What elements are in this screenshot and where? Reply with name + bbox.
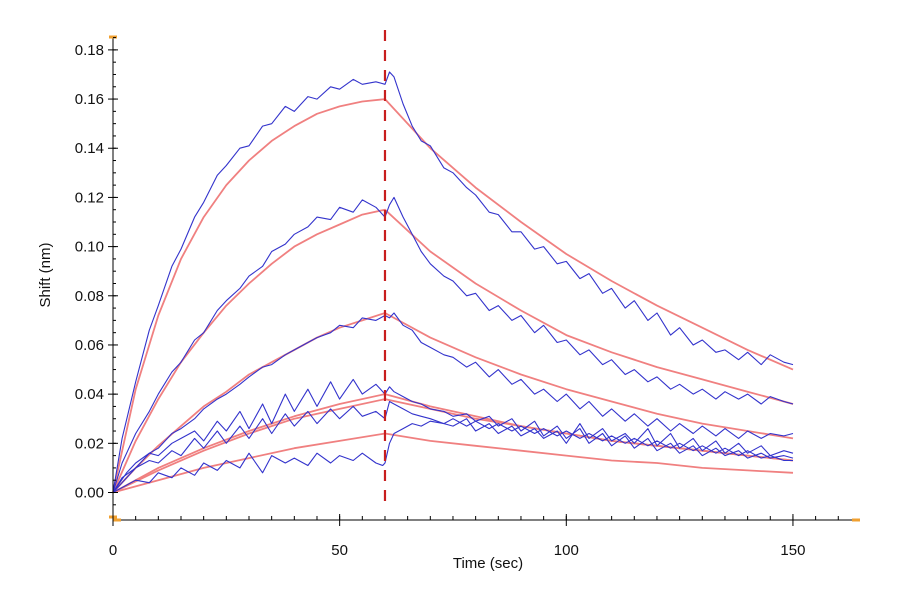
x-tick-label: 150 xyxy=(780,542,805,559)
x-axis-title: Time (sec) xyxy=(453,555,523,572)
x-tick-label: 50 xyxy=(331,542,348,559)
fit-curve xyxy=(112,208,794,493)
x-tick-label: 100 xyxy=(554,542,579,559)
y-axis-title: Shift (nm) xyxy=(37,242,54,307)
measured-curve xyxy=(112,378,794,493)
y-tick-label: 0.04 xyxy=(75,386,104,403)
measured-curve xyxy=(112,418,793,493)
plot-series xyxy=(112,30,794,508)
fit-curve xyxy=(112,98,794,493)
fit-curve xyxy=(112,432,794,494)
y-tick-label: 0.00 xyxy=(75,485,104,502)
y-tick-label: 0.14 xyxy=(75,140,104,157)
y-tick-label: 0.08 xyxy=(75,288,104,305)
x-tick-label: 0 xyxy=(109,542,117,559)
y-tick-label: 0.12 xyxy=(75,189,104,206)
measured-curve xyxy=(112,71,794,493)
y-tick-label: 0.10 xyxy=(75,239,104,256)
fit-curve xyxy=(112,398,794,494)
y-tick-label: 0.18 xyxy=(75,42,104,59)
fit-curve xyxy=(112,312,794,494)
y-tick-label: 0.02 xyxy=(75,435,104,452)
measured-curve xyxy=(112,312,794,493)
axes: 0.00 0.02 0.04 0.06 0.08 0.10 0.12 0.14 0.16 0.18… xyxy=(75,35,860,559)
measured-curve xyxy=(112,196,794,493)
y-tick-label: 0.06 xyxy=(75,337,104,354)
y-tick-label: 0.16 xyxy=(75,91,104,108)
